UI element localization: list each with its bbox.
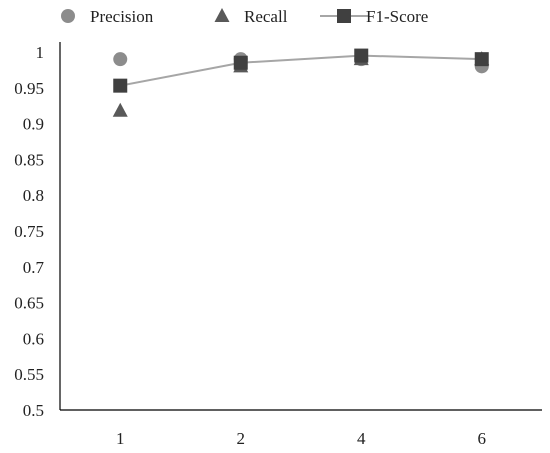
y-axis: 0.5 0.55 0.6 0.65 0.7 0.75 0.8 0.85 0.9 0.95 1 [14,42,61,420]
x-tick-label: 6 [478,429,487,448]
f1-score-line [120,54,482,87]
recall-legend-label: Recall [244,7,288,26]
f1-score-legend-label: F1-Score [366,7,428,26]
f1-score-point [354,48,369,63]
f1-score-point [233,55,248,70]
precision-legend-label: Precision [90,7,154,26]
y-tick-label: 0.7 [23,258,45,277]
x-tick-label: 1 [116,429,125,448]
y-tick-label: 1 [36,43,45,62]
recall-legend-marker [214,8,230,22]
precision-legend-marker [61,9,75,23]
y-tick-label: 0.95 [14,79,44,98]
precision-point [113,52,128,67]
y-tick-label: 0.55 [14,365,44,384]
y-tick-label: 0.75 [14,222,44,241]
f1-score-point [474,52,489,67]
y-tick-label: 0.9 [23,115,44,134]
x-axis: 1 2 4 6 [60,409,542,448]
y-tick-label: 0.8 [23,186,44,205]
y-tick-label: 0.65 [14,294,44,313]
x-tick-label: 4 [357,429,366,448]
y-tick-label: 0.5 [23,401,44,420]
legend: Precision Recall F1-Score [61,7,428,26]
f1-score-point [113,78,128,93]
y-tick-label: 0.6 [23,329,44,348]
x-tick-label: 2 [237,429,246,448]
recall-point [112,102,128,117]
f1-score-legend-marker [337,9,351,23]
plot-area [112,48,490,117]
y-tick-label: 0.85 [14,150,44,169]
